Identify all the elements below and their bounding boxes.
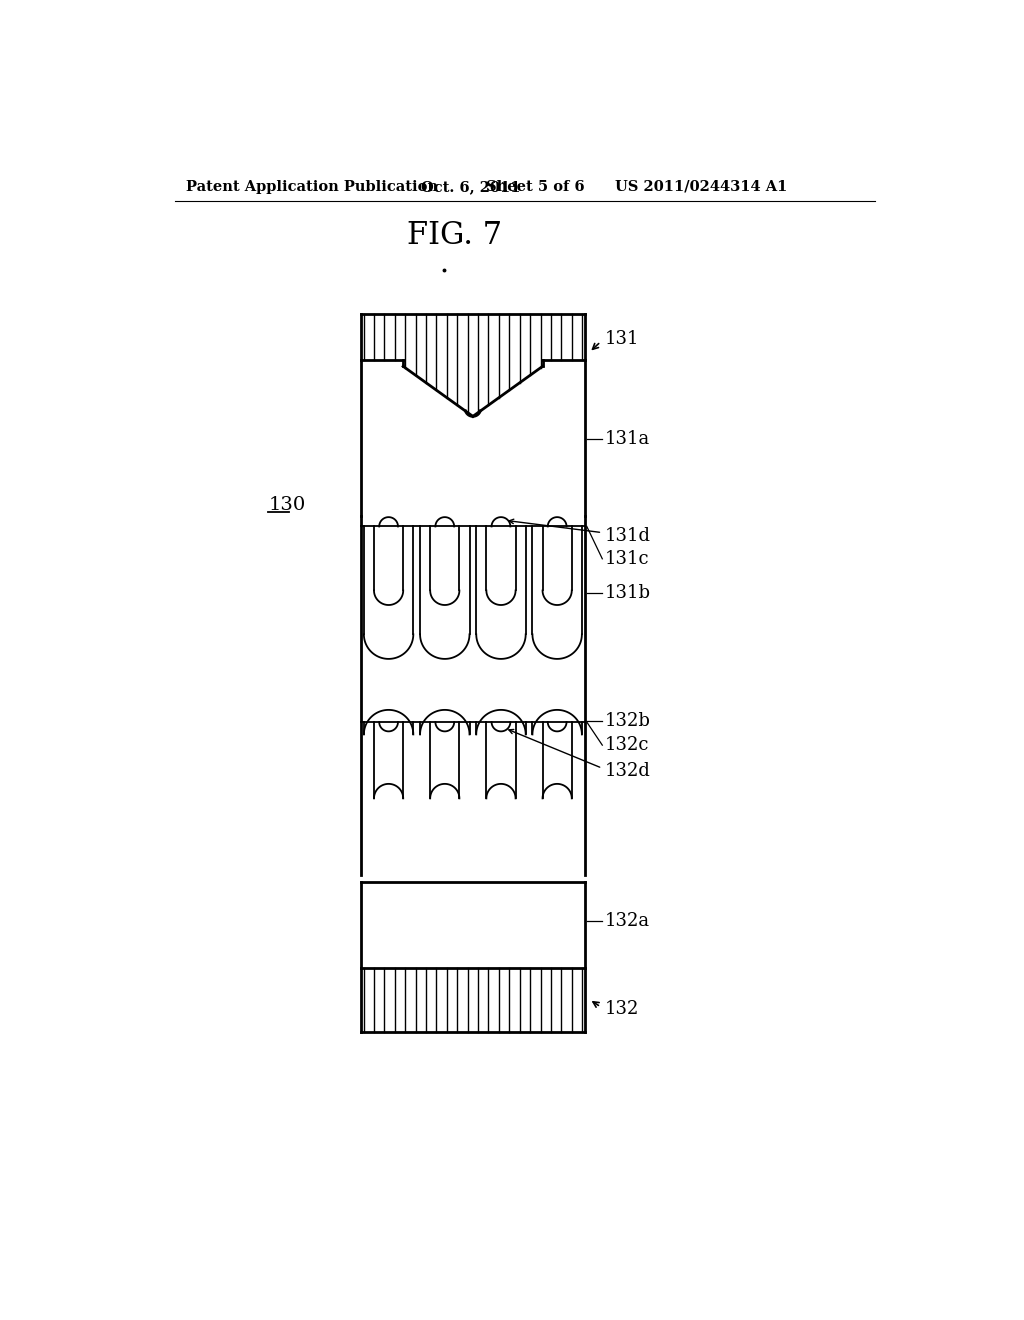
Text: 132c: 132c <box>604 737 649 754</box>
Text: Sheet 5 of 6: Sheet 5 of 6 <box>486 180 585 194</box>
Text: FIG. 7: FIG. 7 <box>407 220 502 251</box>
Text: 131: 131 <box>604 330 639 348</box>
Text: 130: 130 <box>269 496 306 513</box>
Text: 131a: 131a <box>604 430 650 449</box>
Text: US 2011/0244314 A1: US 2011/0244314 A1 <box>614 180 787 194</box>
Text: 131d: 131d <box>604 527 650 545</box>
Text: 132: 132 <box>604 1001 639 1018</box>
Text: 132a: 132a <box>604 912 650 929</box>
Text: 131c: 131c <box>604 550 649 568</box>
Text: Patent Application Publication: Patent Application Publication <box>186 180 438 194</box>
Text: 132b: 132b <box>604 711 650 730</box>
Text: 131b: 131b <box>604 585 650 602</box>
Text: 132d: 132d <box>604 762 650 780</box>
Text: Oct. 6, 2011: Oct. 6, 2011 <box>421 180 520 194</box>
